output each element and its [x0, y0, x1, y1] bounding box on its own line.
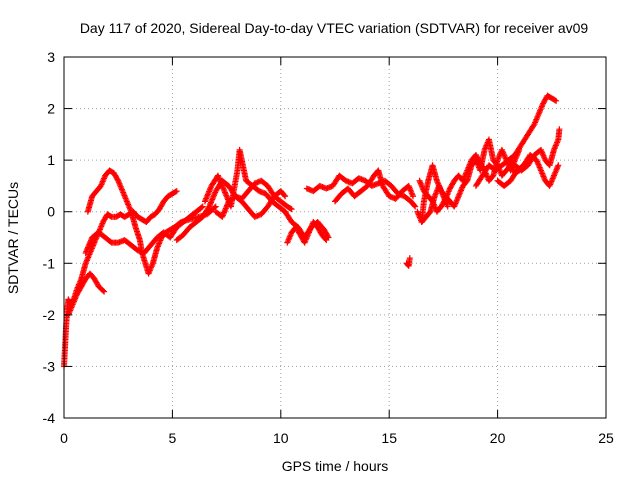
y-tick-label: -2	[43, 307, 56, 323]
data-point-fill	[287, 205, 294, 212]
y-tick-label: -4	[43, 410, 56, 426]
data-point	[444, 203, 451, 210]
data-point-fill	[114, 176, 121, 183]
data-point	[212, 203, 219, 210]
data-point	[101, 288, 108, 295]
data-point-fill	[322, 236, 329, 243]
x-tick-label: 20	[490, 430, 506, 446]
data-series	[61, 92, 563, 370]
y-tick-label: 1	[47, 152, 55, 168]
data-point-fill	[552, 97, 559, 104]
data-point	[406, 255, 413, 262]
data-point	[199, 203, 206, 210]
grid-lines	[64, 57, 606, 418]
x-tick-label: 25	[598, 430, 614, 446]
data-point	[553, 97, 560, 104]
axis-ticks: 0 5 10 15 20 25 -4 -3 -2 -1 0 1 2 3	[43, 49, 614, 446]
plot-frame	[63, 56, 607, 419]
y-tick-label: 0	[47, 204, 55, 220]
data-point-fill	[198, 204, 205, 211]
data-point	[282, 193, 289, 200]
data-point-fill	[211, 204, 218, 211]
chart-title: Day 117 of 2020, Sidereal Day-to-day VTE…	[80, 20, 589, 36]
data-point	[173, 188, 180, 195]
data-point-fill	[281, 192, 288, 199]
y-tick-label: 2	[47, 101, 55, 117]
x-tick-label: 10	[273, 430, 289, 446]
data-point	[323, 237, 330, 244]
data-point	[288, 206, 295, 213]
y-tick-label: -1	[43, 255, 56, 271]
x-tick-label: 15	[381, 430, 397, 446]
x-tick-label: 0	[60, 430, 68, 446]
x-axis-label: GPS time / hours	[282, 458, 389, 474]
data-point-fill	[411, 202, 418, 209]
data-point	[555, 162, 562, 169]
data-point	[556, 126, 563, 133]
y-tick-label: 3	[47, 49, 55, 65]
data-point-fill	[172, 188, 179, 195]
y-tick-label: -3	[43, 358, 56, 374]
data-point	[412, 203, 419, 210]
data-point-fill	[100, 287, 107, 294]
y-axis-label: SDTVAR / TECUs	[5, 182, 21, 294]
x-tick-label: 5	[169, 430, 177, 446]
data-point	[410, 193, 417, 200]
